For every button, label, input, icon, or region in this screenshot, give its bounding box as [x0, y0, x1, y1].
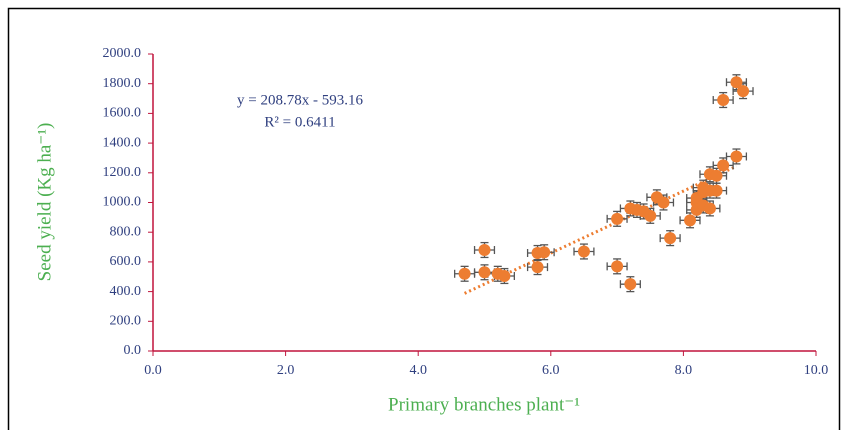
point: [644, 209, 657, 222]
point: [730, 150, 743, 163]
y-tick-label: 1000.0: [103, 195, 142, 210]
y-axis-title: Seed yield (Kg ha⁻¹): [34, 123, 55, 282]
y-tick-label: 400.0: [110, 284, 142, 299]
trendline: [463, 164, 738, 295]
y-tick-label: 0.0: [124, 343, 142, 358]
x-tick-label: 10.0: [804, 363, 829, 378]
point: [657, 196, 670, 209]
y-tick-label: 2000.0: [103, 46, 142, 61]
point: [624, 278, 637, 291]
point: [703, 202, 716, 215]
y-tick-label: 600.0: [110, 254, 142, 269]
y-tick-label: 1800.0: [103, 76, 142, 91]
y-tick-label: 1600.0: [103, 106, 142, 121]
point: [684, 214, 697, 227]
y-tick-label: 800.0: [110, 224, 142, 239]
point: [737, 85, 750, 98]
frame: [7, 7, 841, 430]
x-tick-label: 2.0: [277, 363, 295, 378]
point: [611, 212, 624, 225]
y-tick-label: 200.0: [110, 314, 142, 329]
x-tick-label: 6.0: [542, 363, 560, 378]
point: [710, 184, 723, 197]
point: [498, 270, 511, 283]
point: [458, 267, 471, 280]
point: [531, 261, 544, 274]
point: [730, 76, 743, 89]
point: [577, 245, 590, 258]
equation: y = 208.78x - 593.16: [237, 92, 363, 108]
x-axis-title: Primary branches plant⁻¹: [388, 394, 580, 415]
point: [478, 244, 491, 257]
point: [717, 94, 730, 107]
point: [710, 169, 723, 182]
y-tick-label: 1400.0: [103, 135, 142, 150]
x-tick-label: 8.0: [675, 363, 693, 378]
point: [538, 246, 551, 259]
r-squared: R² = 0.6411: [264, 114, 335, 130]
point: [717, 159, 730, 172]
x-tick-label: 0.0: [144, 363, 162, 378]
point: [664, 232, 677, 245]
point: [611, 260, 624, 273]
point: [697, 181, 710, 194]
point: [478, 266, 491, 279]
y-tick-label: 1200.0: [103, 165, 142, 180]
x-tick-label: 4.0: [409, 363, 427, 378]
